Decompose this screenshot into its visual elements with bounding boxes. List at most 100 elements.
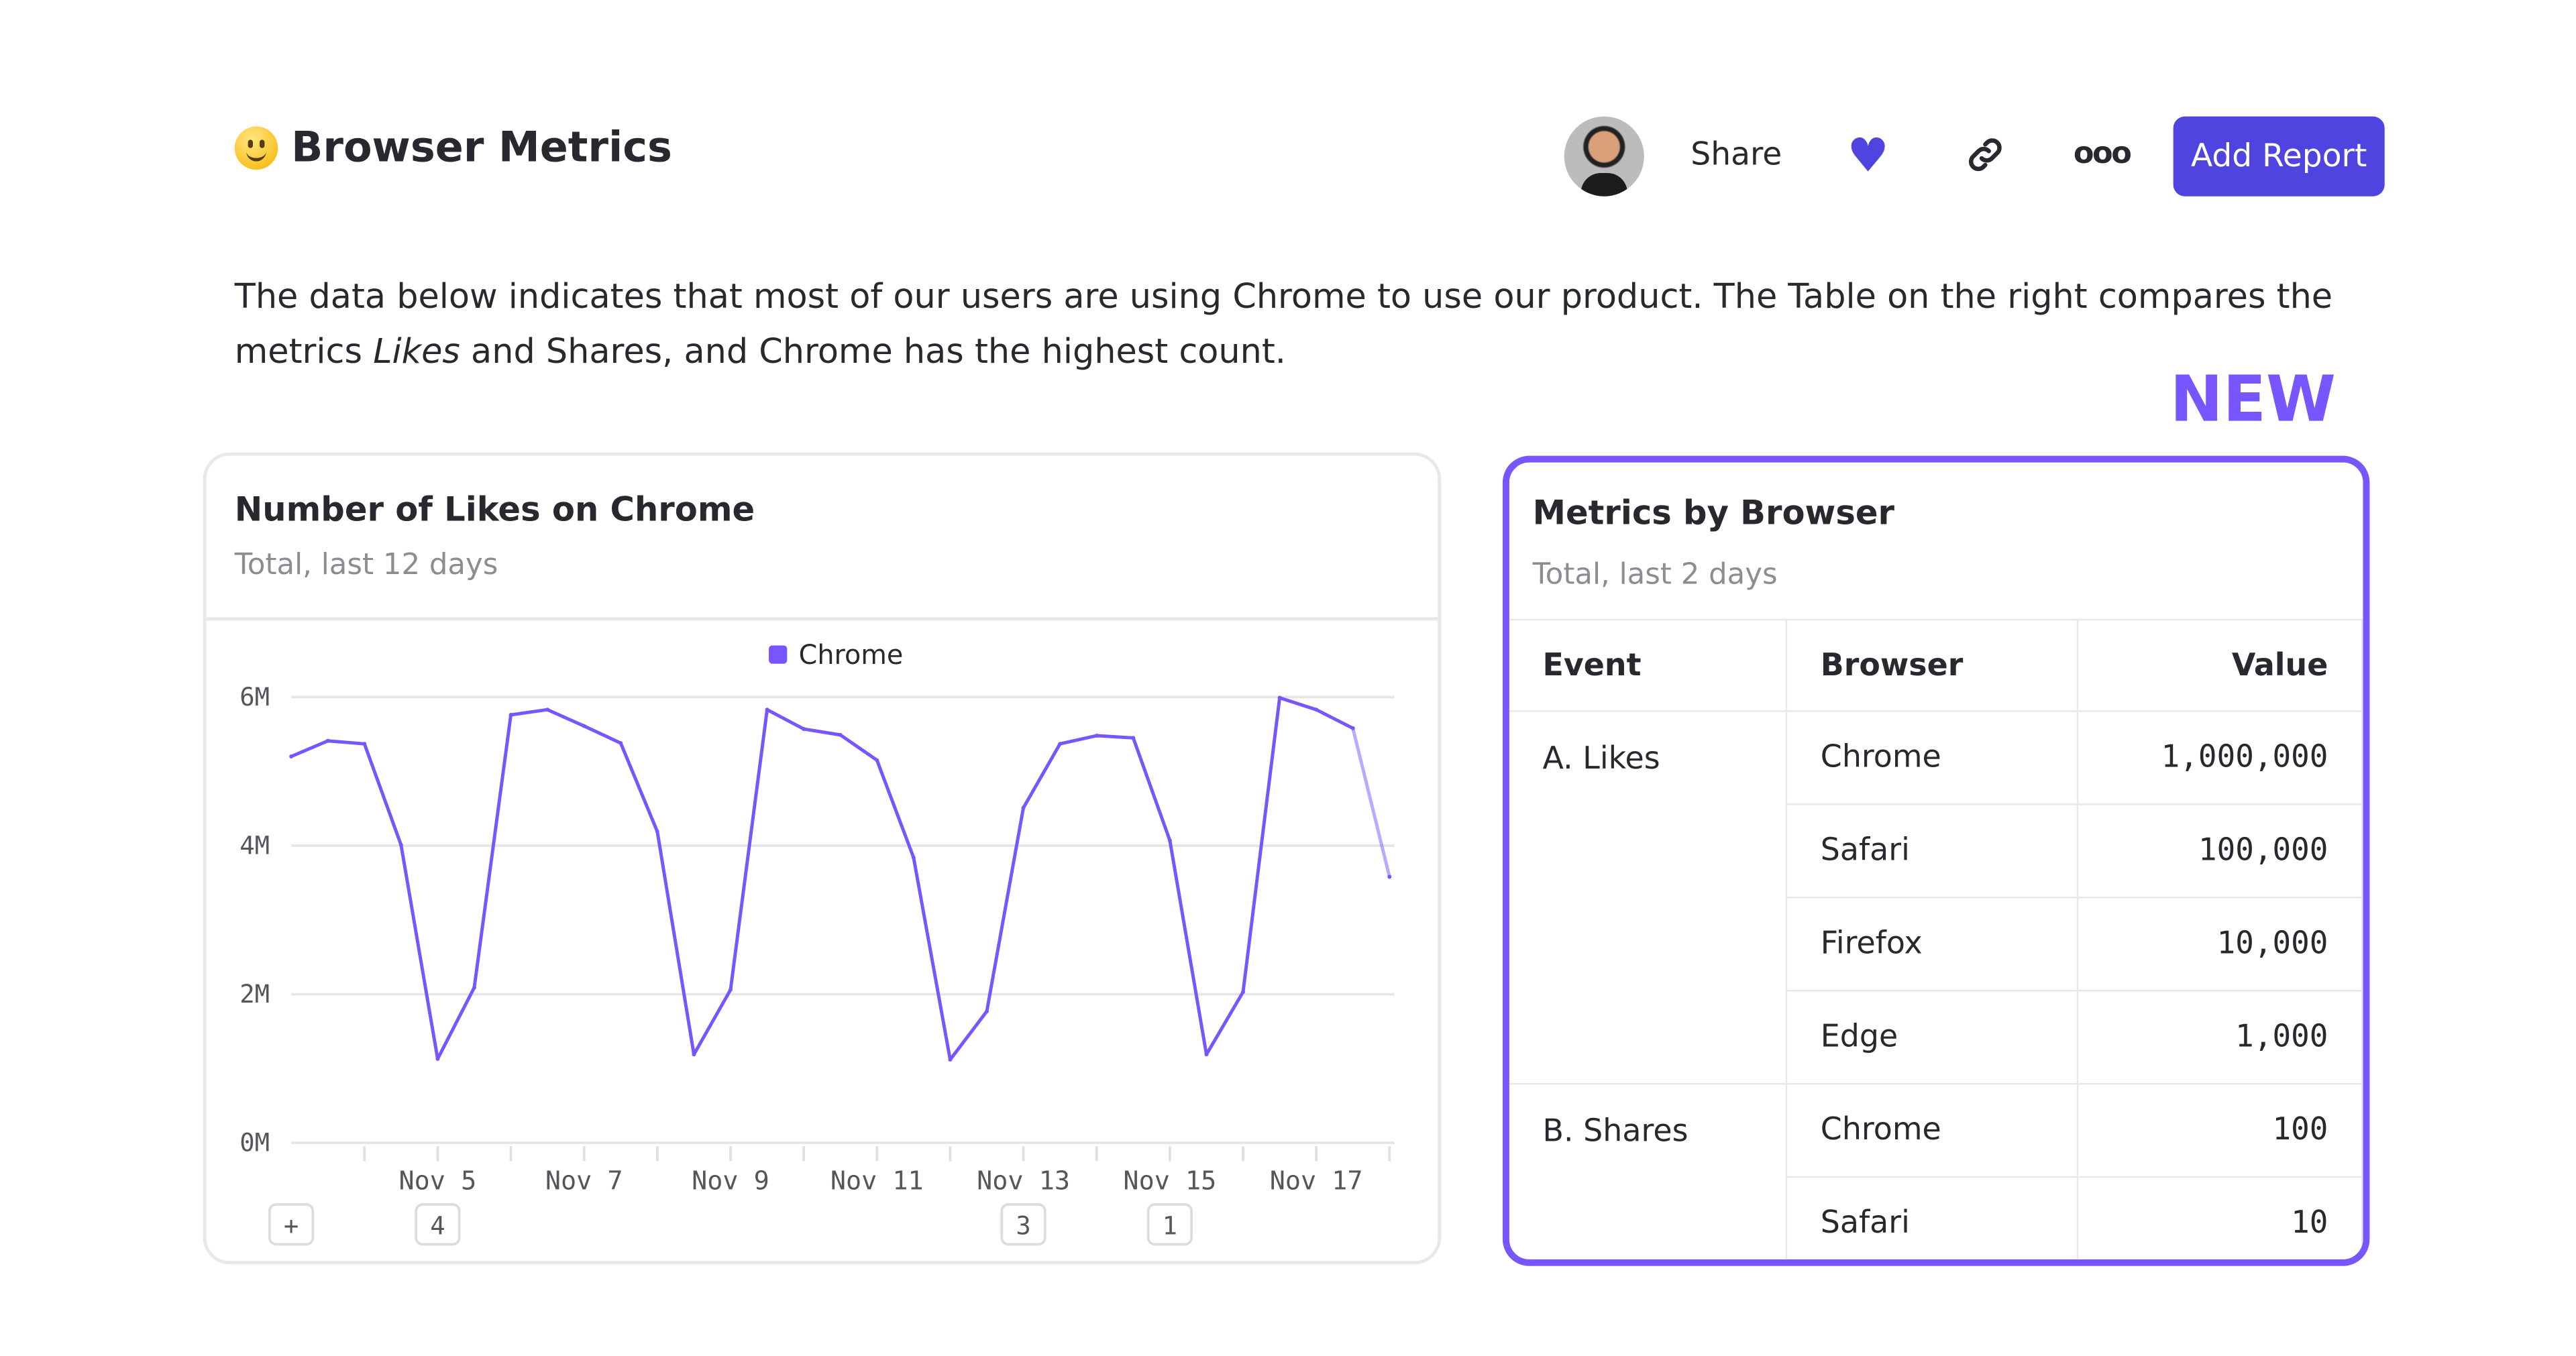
data-point <box>655 829 659 834</box>
value-cell: 10 <box>2076 1176 2363 1259</box>
data-point <box>398 842 403 847</box>
divider <box>206 617 1438 621</box>
likes-chart-card[interactable]: Number of Likes on Chrome Total, last 12… <box>203 452 1442 1265</box>
data-point <box>1058 742 1063 746</box>
data-point <box>362 742 367 746</box>
data-point <box>289 754 294 758</box>
add-report-button[interactable]: Add Report <box>2173 116 2385 196</box>
table-subtitle: Total, last 2 days <box>1532 559 1778 593</box>
page-title: Browser Metrics <box>234 123 672 172</box>
data-point <box>1350 726 1355 730</box>
x-tick-label: Nov 9 <box>692 1166 769 1196</box>
data-point <box>1094 734 1099 738</box>
annotation-count[interactable]: 4 <box>430 1211 445 1241</box>
annotation-marker[interactable] <box>268 1203 315 1246</box>
x-tick-label: Nov 7 <box>545 1166 623 1196</box>
data-point <box>1277 695 1282 700</box>
x-tick-label: Nov 11 <box>830 1166 924 1196</box>
table-row: Safari 10 <box>1509 1176 2363 1259</box>
link-icon[interactable] <box>1964 133 2006 182</box>
series-line-chrome <box>290 695 1354 1062</box>
more-icon[interactable]: ooo <box>2073 136 2132 172</box>
data-point <box>325 738 330 743</box>
avatar[interactable] <box>1564 116 1644 196</box>
series-line-partial-segment <box>1351 728 1391 878</box>
description-text: The data below indicates that most of ou… <box>234 276 2333 372</box>
page-title-text: Browser Metrics <box>291 123 672 172</box>
metrics-table: Event Browser Value A. Likes Chrome 1,000,… <box>1509 618 2363 1259</box>
y-tick-label: 6M <box>239 682 270 712</box>
data-point <box>948 1058 953 1062</box>
y-tick-label: 0M <box>239 1128 270 1157</box>
table-row: B. Shares Chrome 100 <box>1509 1082 2363 1259</box>
browser-cell: Firefox <box>1786 897 2079 992</box>
data-point <box>1167 838 1172 843</box>
data-point <box>1131 736 1136 740</box>
annotation-marker[interactable] <box>1146 1203 1193 1246</box>
x-tick-label: Nov 5 <box>399 1166 477 1196</box>
data-point <box>472 985 476 990</box>
report-description: The data below indicates that most of ou… <box>235 270 2398 380</box>
x-tick-label: Nov 17 <box>1270 1166 1363 1196</box>
data-point <box>1241 990 1245 995</box>
data-point <box>911 855 916 860</box>
table-row: A. Likes Chrome 1,000,000 <box>1509 710 2363 1085</box>
data-point <box>875 758 879 762</box>
browser-cell: Safari <box>1786 1176 2079 1259</box>
table-title: Metrics by Browser <box>1532 492 1895 532</box>
data-point <box>692 1052 696 1057</box>
data-point <box>435 1056 440 1061</box>
annotation-count[interactable]: 3 <box>1016 1211 1030 1241</box>
column-header-browser[interactable]: Browser <box>1785 618 2079 712</box>
data-point <box>545 708 550 712</box>
annotation-marker[interactable] <box>415 1203 461 1246</box>
data-point <box>729 987 733 992</box>
data-point <box>1387 874 1392 879</box>
heart-icon[interactable]: ♥ <box>1847 128 1889 183</box>
line-chart[interactable]: 0M 2M 4M 6M Nov 5 Nov 7 Nov 9 Nov 11 Nov 13 Nov 1… <box>203 453 1442 1265</box>
new-badge: NEW <box>2169 362 2336 436</box>
metrics-table-card[interactable]: Metrics by Browser Total, last 2 days Ev… <box>1502 455 2370 1266</box>
annotation-count[interactable]: + <box>284 1211 299 1241</box>
value-cell: 10,000 <box>2076 897 2363 992</box>
data-point <box>985 1009 989 1014</box>
x-tick-label: Nov 15 <box>1123 1166 1216 1196</box>
browser-cell: Chrome <box>1785 1082 2079 1178</box>
data-point <box>508 712 513 717</box>
value-cell: 1,000 <box>2076 989 2363 1085</box>
y-tick-label: 4M <box>239 830 270 860</box>
table-header-row: Event Browser Value <box>1509 618 2363 712</box>
column-header-event[interactable]: Event <box>1509 618 1788 712</box>
annotation-count[interactable]: 1 <box>1163 1211 1177 1241</box>
value-cell: 100,000 <box>2076 803 2363 899</box>
annotation-marker[interactable] <box>1000 1203 1046 1246</box>
browser-cell: Edge <box>1786 989 2079 1085</box>
column-header-value[interactable]: Value <box>2076 618 2363 712</box>
value-cell: 1,000,000 <box>2076 710 2363 805</box>
chart-title: Number of Likes on Chrome <box>234 489 755 529</box>
data-point <box>802 727 806 731</box>
data-point <box>619 741 623 746</box>
legend-label-chrome: Chrome <box>799 640 904 671</box>
event-cell: B. Shares <box>1509 1082 1788 1259</box>
value-cell: 100 <box>2076 1082 2363 1178</box>
data-point <box>1204 1052 1209 1057</box>
event-cell: A. Likes <box>1509 710 1788 1085</box>
data-point <box>582 724 586 728</box>
data-point <box>1314 708 1319 712</box>
data-point <box>838 732 843 737</box>
share-button[interactable]: Share <box>1690 136 1782 173</box>
smiley-emoji-icon <box>234 125 278 169</box>
browser-cell: Safari <box>1786 803 2079 899</box>
legend-swatch-chrome <box>769 645 788 664</box>
description-text-end: and Shares, and Chrome has the highest c… <box>460 331 1286 372</box>
table-row: Safari 100,000 <box>1509 803 2363 899</box>
table-row: Firefox 10,000 <box>1509 897 2363 992</box>
data-point <box>765 708 769 712</box>
table-row: Edge 1,000 <box>1509 989 2363 1085</box>
y-tick-label: 2M <box>239 979 270 1009</box>
data-point <box>1021 805 1026 810</box>
description-italic: Likes <box>373 331 460 372</box>
x-tick-label: Nov 13 <box>977 1166 1070 1196</box>
